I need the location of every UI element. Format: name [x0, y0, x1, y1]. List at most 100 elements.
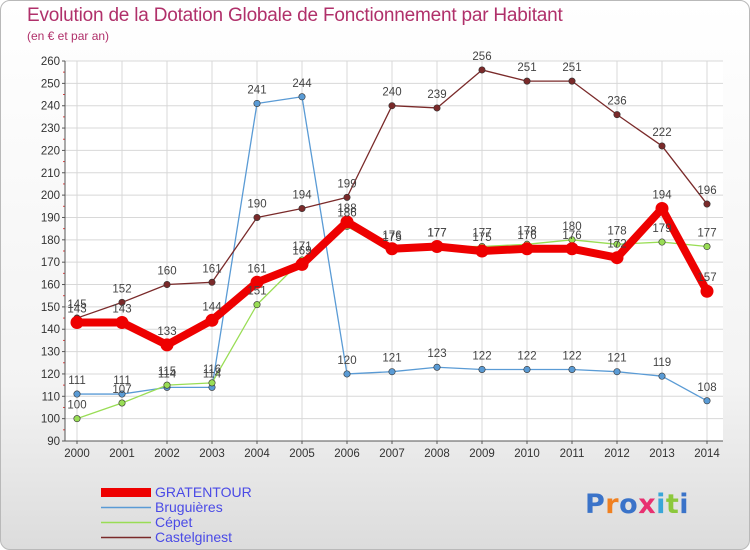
data-label: 161	[247, 263, 266, 275]
data-label: 239	[427, 89, 446, 101]
logo-letter: P	[585, 489, 605, 520]
data-label: 116	[203, 364, 221, 376]
logo-letter: r	[605, 489, 619, 520]
data-label: 236	[607, 96, 626, 108]
y-tick-label: 90	[47, 436, 60, 448]
data-label: 115	[158, 366, 176, 378]
data-point	[161, 338, 174, 351]
data-label: 108	[697, 382, 716, 394]
x-tick-label: 2005	[289, 448, 315, 460]
data-label: 241	[247, 84, 266, 96]
x-tick-label: 2002	[154, 448, 180, 460]
data-point	[389, 369, 395, 375]
y-tick-label: 260	[41, 56, 60, 68]
y-tick-label: 120	[41, 369, 60, 381]
data-label: 188	[337, 203, 356, 215]
data-point	[479, 366, 485, 372]
y-tick-label: 190	[41, 212, 60, 224]
y-tick-label: 240	[41, 101, 60, 113]
data-label: 160	[157, 266, 176, 278]
data-point	[254, 100, 260, 106]
data-label: 196	[697, 185, 716, 197]
data-point	[344, 371, 350, 377]
data-label: 176	[562, 230, 581, 242]
y-tick-label: 160	[41, 280, 60, 292]
data-point	[476, 245, 489, 258]
data-point	[296, 258, 309, 271]
data-point	[254, 214, 260, 220]
data-point	[431, 240, 444, 253]
data-point	[704, 243, 710, 249]
data-label: 176	[382, 230, 401, 242]
data-label: 194	[292, 190, 312, 202]
data-point	[206, 314, 219, 327]
y-tick-label: 230	[41, 123, 60, 135]
data-point	[389, 103, 395, 109]
data-label: 120	[337, 355, 356, 367]
data-label: 122	[517, 350, 536, 362]
legend-item-cepet: Cépet	[101, 515, 252, 530]
data-label: 222	[652, 127, 671, 139]
data-point	[209, 380, 215, 386]
data-point	[524, 78, 530, 84]
data-point	[164, 281, 170, 287]
y-tick-label: 100	[41, 414, 60, 426]
data-label: 157	[697, 272, 716, 284]
data-label: 177	[427, 228, 446, 240]
data-label: 122	[562, 350, 581, 362]
y-tick-label: 110	[42, 391, 60, 403]
data-label: 178	[607, 225, 626, 237]
x-tick-label: 2007	[379, 448, 405, 460]
data-point	[71, 316, 84, 329]
y-tick-label: 140	[41, 324, 60, 336]
data-point	[254, 301, 260, 307]
data-label: 143	[112, 304, 131, 316]
data-point	[344, 194, 350, 200]
data-point	[704, 398, 710, 404]
x-tick-label: 2000	[64, 448, 90, 460]
data-label: 175	[472, 232, 491, 244]
legend-label-castelginest: Castelginest	[155, 530, 232, 545]
x-tick-label: 2011	[560, 448, 585, 460]
legend-swatch-bruguieres	[101, 500, 151, 515]
data-label: 152	[112, 283, 131, 295]
data-point	[611, 251, 624, 264]
x-tick-label: 2003	[199, 448, 225, 460]
data-label: 107	[112, 384, 131, 396]
y-tick-label: 130	[41, 347, 60, 359]
data-point	[434, 364, 440, 370]
legend-item-bruguieres: Bruguières	[101, 500, 252, 515]
data-label: 251	[562, 62, 581, 74]
data-label: 121	[382, 353, 401, 365]
x-tick-label: 2013	[649, 448, 675, 460]
data-label: 161	[202, 263, 221, 275]
data-label: 169	[292, 245, 311, 257]
data-label: 144	[202, 301, 222, 313]
logo-letter: i	[656, 489, 666, 520]
x-tick-label: 2004	[244, 448, 270, 460]
line-chart: 9010011012013014015016017018019020021022…	[1, 1, 750, 550]
x-tick-label: 2006	[334, 448, 360, 460]
legend-label-bruguieres: Bruguières	[155, 500, 223, 515]
data-point	[479, 67, 485, 73]
data-point	[524, 366, 530, 372]
data-label: 176	[517, 230, 536, 242]
legend-swatch-cepet	[101, 515, 151, 530]
data-label: 151	[247, 286, 266, 298]
data-point	[209, 279, 215, 285]
legend-swatch-castelginest	[101, 530, 151, 545]
data-label: 244	[292, 78, 312, 90]
y-tick-label: 250	[41, 78, 60, 90]
logo-letter: i	[679, 489, 689, 520]
data-point	[74, 415, 80, 421]
x-tick-label: 2001	[109, 448, 135, 460]
data-label: 194	[652, 190, 672, 202]
logo-letter: x	[638, 489, 656, 520]
data-point	[701, 285, 714, 298]
y-tick-label: 210	[41, 168, 60, 180]
legend: GRATENTOUR Bruguières Cépet Castelginest	[101, 485, 252, 545]
x-tick-label: 2010	[514, 448, 540, 460]
y-tick-label: 180	[41, 235, 60, 247]
legend-label-gratentour: GRATENTOUR	[155, 485, 252, 500]
legend-item-gratentour: GRATENTOUR	[101, 485, 252, 500]
